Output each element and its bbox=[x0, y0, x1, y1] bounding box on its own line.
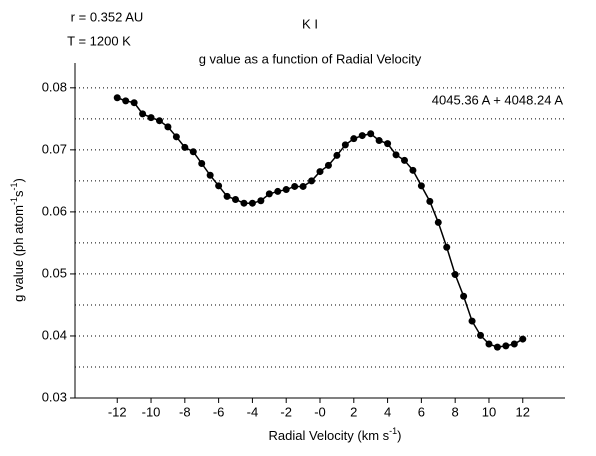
y-axis-label-part: ) bbox=[11, 178, 26, 182]
x-tick-label: 12 bbox=[516, 404, 530, 419]
data-point bbox=[358, 132, 366, 140]
data-point bbox=[409, 166, 417, 174]
x-axis-label-part: ) bbox=[397, 428, 401, 443]
data-point bbox=[274, 187, 282, 195]
data-point bbox=[164, 123, 172, 131]
data-point bbox=[502, 342, 510, 350]
data-point bbox=[308, 177, 316, 185]
data-point bbox=[198, 160, 206, 167]
y-tick-label: 0.04 bbox=[42, 327, 67, 342]
data-point bbox=[130, 99, 138, 107]
x-tick-label: -2 bbox=[280, 404, 292, 419]
chart-title: g value as a function of Radial Velocity bbox=[199, 51, 422, 66]
data-point bbox=[223, 192, 231, 200]
data-point bbox=[291, 182, 299, 190]
data-point bbox=[341, 141, 349, 149]
data-point bbox=[265, 190, 273, 198]
data-point bbox=[282, 186, 290, 194]
data-point bbox=[139, 110, 147, 118]
data-point bbox=[240, 199, 248, 207]
data-point bbox=[122, 97, 130, 105]
data-point bbox=[172, 133, 180, 141]
x-tick-label: 10 bbox=[482, 404, 496, 419]
y-axis-label: g value (ph atom-1s-1) bbox=[9, 178, 26, 302]
x-tick-label: -8 bbox=[179, 404, 191, 419]
x-tick-label: 6 bbox=[418, 404, 425, 419]
x-axis-label: Radial Velocity (km s-1) bbox=[268, 426, 401, 443]
annotation: 4045.36 A + 4048.24 A bbox=[432, 92, 564, 107]
data-point bbox=[443, 243, 451, 251]
x-tick-label: -10 bbox=[142, 404, 161, 419]
species: K I bbox=[302, 16, 318, 31]
data-point bbox=[189, 148, 197, 156]
data-point bbox=[451, 271, 459, 279]
x-tick-label: 2 bbox=[350, 404, 357, 419]
data-point bbox=[434, 218, 442, 226]
data-point bbox=[147, 114, 155, 122]
data-point bbox=[350, 135, 358, 143]
data-point bbox=[485, 340, 493, 348]
data-point bbox=[324, 161, 332, 169]
x-tick-label: -4 bbox=[247, 404, 259, 419]
data-point bbox=[493, 343, 501, 351]
x-tick-label: -6 bbox=[213, 404, 225, 419]
data-point bbox=[510, 340, 518, 348]
data-point bbox=[417, 182, 425, 190]
data-point bbox=[519, 335, 527, 343]
x-tick-label: 4 bbox=[384, 404, 391, 419]
x-axis-label-part: -1 bbox=[389, 426, 397, 436]
y-axis-label-part: g value (ph atom bbox=[11, 205, 26, 302]
data-point bbox=[316, 168, 324, 176]
data-point bbox=[181, 143, 189, 151]
y-tick-label: 0.05 bbox=[42, 265, 67, 280]
data-point bbox=[232, 195, 240, 203]
data-point bbox=[206, 171, 214, 179]
data-point bbox=[384, 140, 392, 148]
data-point bbox=[257, 197, 265, 205]
x-axis-label-part: Radial Velocity (km s bbox=[268, 428, 389, 443]
data-point bbox=[113, 94, 121, 102]
data-point bbox=[248, 199, 256, 207]
data-point bbox=[333, 151, 341, 159]
y-tick-label: 0.08 bbox=[42, 79, 67, 94]
data-point bbox=[400, 156, 408, 164]
y-axis-label-part: s bbox=[11, 190, 26, 197]
y-tick-label: 0.06 bbox=[42, 203, 67, 218]
data-point bbox=[392, 151, 400, 159]
x-tick-label: 8 bbox=[452, 404, 459, 419]
data-point bbox=[477, 331, 485, 339]
y-axis-label-part: -1 bbox=[9, 182, 19, 190]
data-point bbox=[375, 137, 383, 145]
x-tick-label: -0 bbox=[314, 404, 326, 419]
note-radius: r = 0.352 AU bbox=[71, 9, 144, 24]
data-point bbox=[460, 292, 468, 300]
data-point bbox=[155, 117, 163, 125]
y-tick-label: 0.07 bbox=[42, 141, 67, 156]
data-point bbox=[299, 182, 307, 190]
x-tick-label: -12 bbox=[108, 404, 127, 419]
data-point bbox=[468, 317, 476, 325]
y-axis-label-part: -1 bbox=[9, 197, 19, 205]
y-tick-label: 0.03 bbox=[42, 389, 67, 404]
data-point bbox=[215, 182, 223, 190]
note-temperature: T = 1200 K bbox=[67, 33, 131, 48]
data-point bbox=[367, 130, 375, 138]
data-point bbox=[426, 197, 434, 205]
